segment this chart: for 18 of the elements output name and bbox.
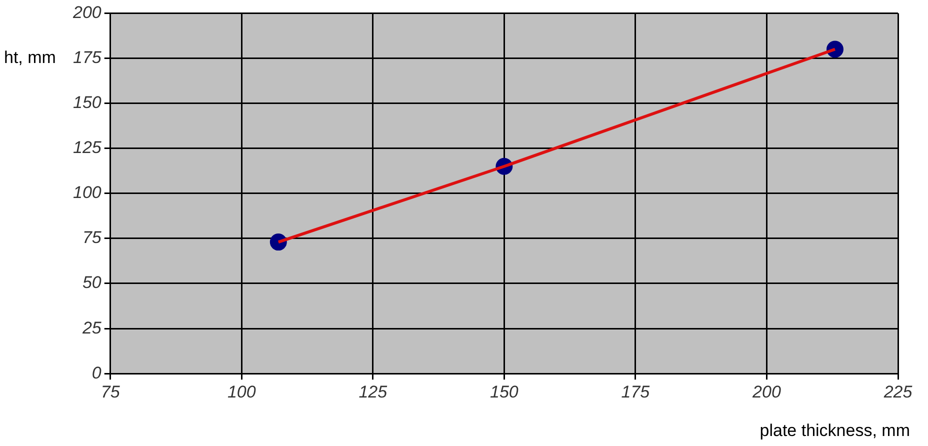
x-tick-label: 225 [882, 382, 913, 402]
x-tick-label: 200 [752, 382, 782, 402]
x-tick-label: 100 [227, 382, 256, 402]
y-tick-label: 0 [92, 363, 102, 382]
x-tick-label: 75 [100, 382, 120, 402]
x-tick-label: 150 [490, 382, 519, 402]
y-tick-label: 25 [81, 318, 102, 338]
y-tick-label: 200 [72, 2, 102, 22]
y-tick-label: 150 [72, 93, 102, 112]
y-axis-title: ht, mm [4, 48, 56, 67]
x-tick-label: 175 [621, 382, 650, 402]
y-tick-label: 50 [82, 273, 102, 292]
y-tick-label: 125 [72, 138, 102, 158]
x-tick-label: 125 [358, 382, 388, 402]
y-tick-label: 175 [72, 48, 102, 67]
y-tick-label: 100 [72, 183, 102, 202]
y-tick-label: 75 [82, 228, 102, 248]
x-axis-title: plate thickness, mm [760, 421, 910, 440]
